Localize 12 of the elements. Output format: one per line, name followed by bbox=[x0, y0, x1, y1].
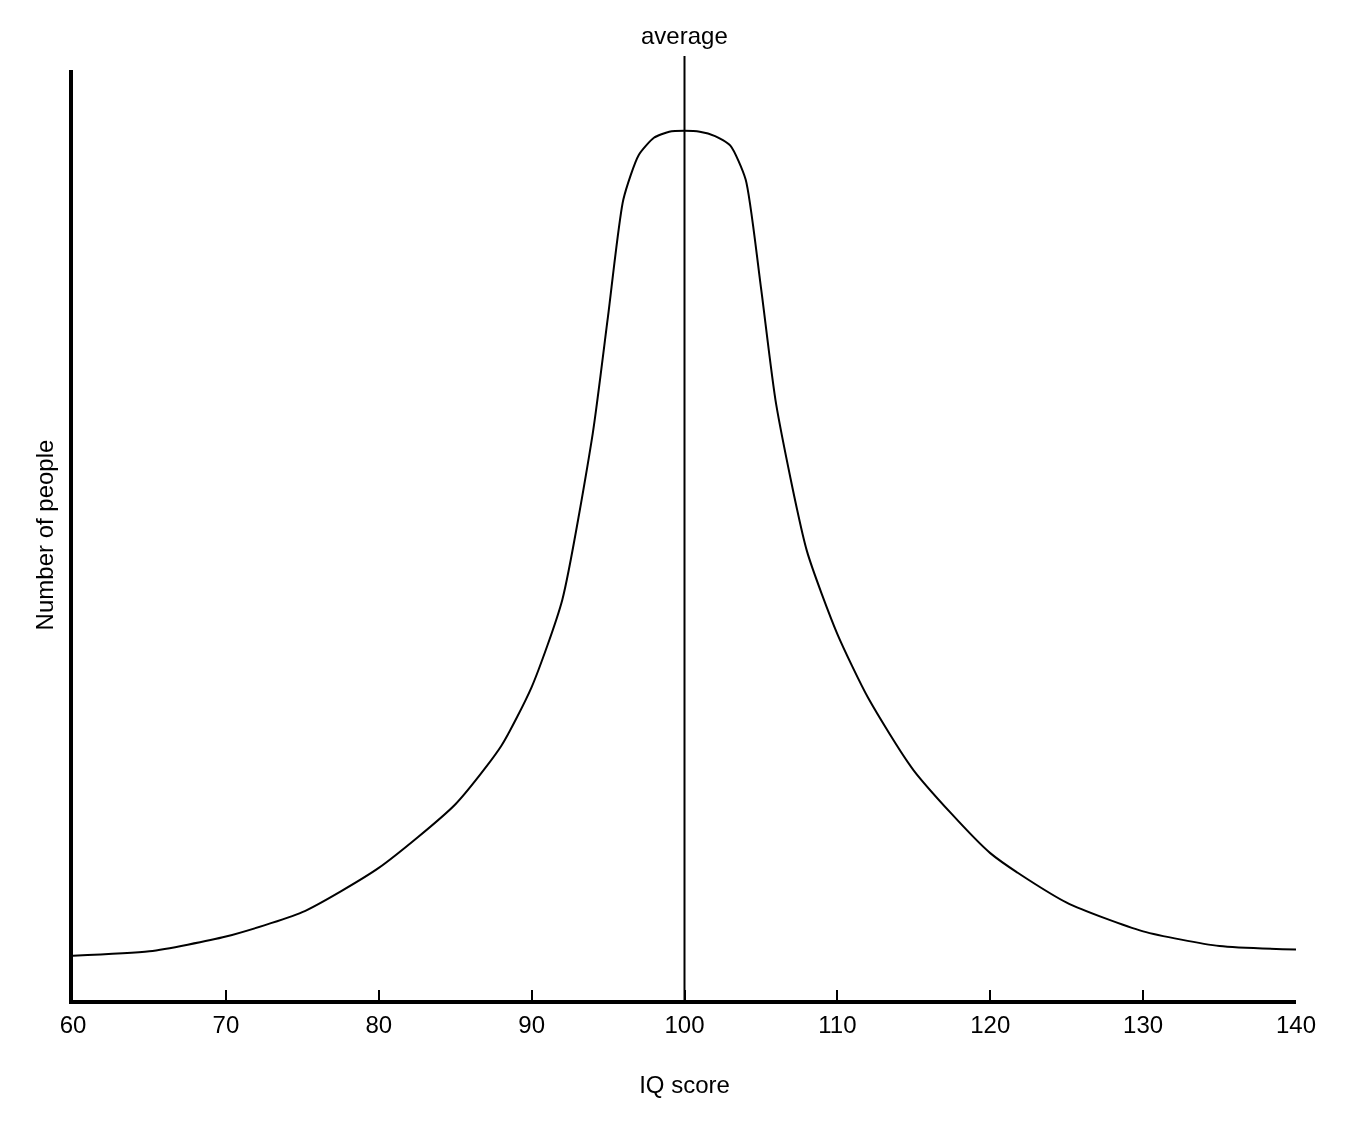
x-tick-label: 60 bbox=[59, 1010, 87, 1038]
x-tick-label: 140 bbox=[1275, 1010, 1317, 1038]
x-tick-label: 90 bbox=[518, 1010, 545, 1038]
ref-line-label: average bbox=[641, 22, 728, 49]
x-tick-label: 70 bbox=[212, 1010, 240, 1038]
y-axis-title: Number of people bbox=[30, 439, 58, 631]
x-tick-label: 120 bbox=[970, 1010, 1011, 1038]
x-axis-title: IQ score bbox=[639, 1070, 730, 1098]
x-tick-label: 100 bbox=[664, 1010, 705, 1038]
x-tick-label: 130 bbox=[1123, 1010, 1164, 1038]
x-tick-label: 110 bbox=[818, 1010, 857, 1038]
x-tick-label: 80 bbox=[365, 1010, 393, 1038]
